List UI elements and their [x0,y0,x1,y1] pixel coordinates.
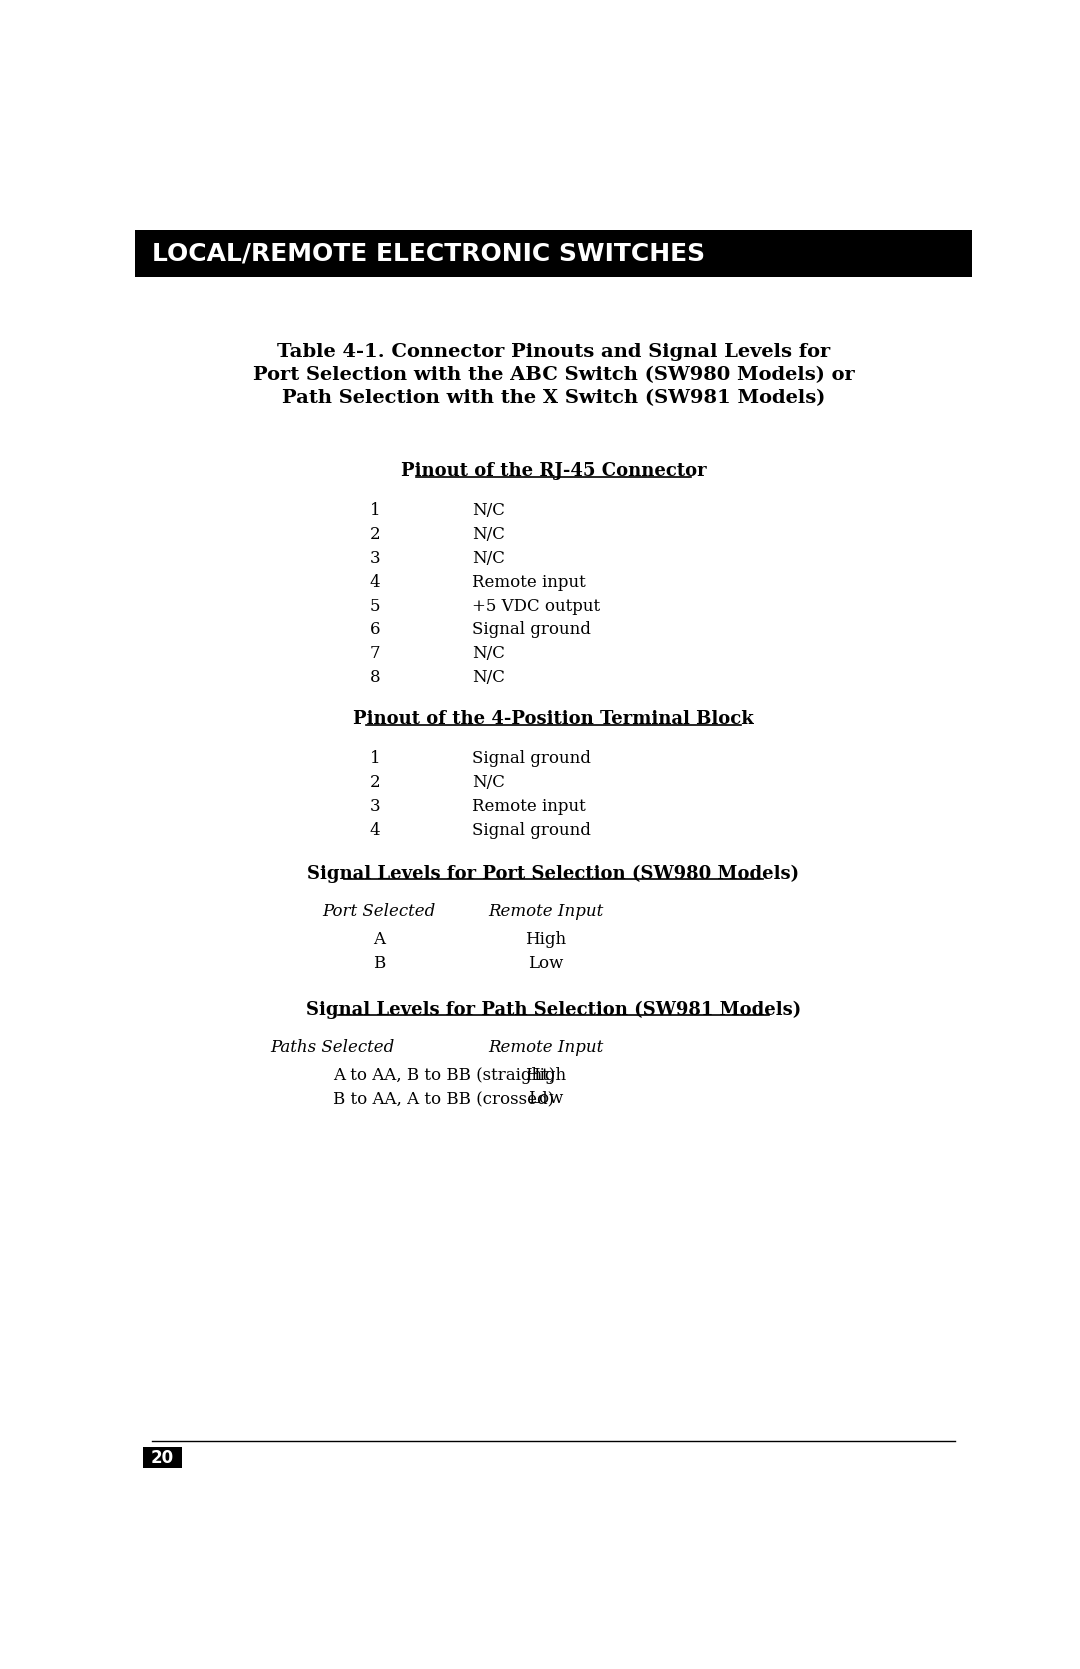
Text: 3: 3 [370,549,380,567]
Text: N/C: N/C [472,669,505,686]
Text: Remote Input: Remote Input [488,1038,604,1056]
Text: 8: 8 [370,669,380,686]
Text: N/C: N/C [472,646,505,663]
Text: 2: 2 [370,526,380,542]
Text: Signal ground: Signal ground [472,621,591,639]
Text: 1: 1 [370,749,380,768]
Text: Signal Levels for Path Selection (SW981 Models): Signal Levels for Path Selection (SW981 … [306,1000,801,1018]
Text: Signal ground: Signal ground [472,749,591,768]
Text: LOCAL/REMOTE ELECTRONIC SWITCHES: LOCAL/REMOTE ELECTRONIC SWITCHES [152,242,705,265]
Text: 2: 2 [370,774,380,791]
Text: 20: 20 [150,1449,174,1467]
Text: High: High [525,931,566,948]
Text: Signal ground: Signal ground [472,821,591,838]
Text: Path Selection with the X Switch (SW981 Models): Path Selection with the X Switch (SW981 … [282,389,825,407]
Text: Port Selection with the ABC Switch (SW980 Models) or: Port Selection with the ABC Switch (SW98… [253,366,854,384]
Text: Remote input: Remote input [472,574,585,591]
Text: N/C: N/C [472,502,505,519]
Text: +5 VDC output: +5 VDC output [472,598,600,614]
Text: 7: 7 [370,646,380,663]
Text: Port Selected: Port Selected [323,903,435,920]
Text: 5: 5 [370,598,380,614]
Text: Signal Levels for Port Selection (SW980 Models): Signal Levels for Port Selection (SW980 … [308,865,799,883]
Text: N/C: N/C [472,526,505,542]
Text: High: High [525,1066,566,1083]
Text: B to AA, A to BB (crossed): B to AA, A to BB (crossed) [333,1090,554,1108]
Text: N/C: N/C [472,774,505,791]
Text: 4: 4 [370,821,380,838]
FancyBboxPatch shape [143,1447,181,1469]
Text: A: A [373,931,386,948]
Text: Pinout of the RJ-45 Connector: Pinout of the RJ-45 Connector [401,462,706,481]
Text: Low: Low [528,955,564,971]
Text: Paths Selected: Paths Selected [270,1038,395,1056]
Text: A to AA, B to BB (straight): A to AA, B to BB (straight) [333,1066,555,1083]
Text: Remote input: Remote input [472,798,585,814]
Text: B: B [373,955,386,971]
Text: 4: 4 [370,574,380,591]
Text: 6: 6 [370,621,380,639]
Text: N/C: N/C [472,549,505,567]
Text: Table 4-1. Connector Pinouts and Signal Levels for: Table 4-1. Connector Pinouts and Signal … [276,342,831,361]
FancyBboxPatch shape [135,230,972,277]
Text: 1: 1 [370,502,380,519]
Text: Pinout of the 4-Position Terminal Block: Pinout of the 4-Position Terminal Block [353,709,754,728]
Text: Remote Input: Remote Input [488,903,604,920]
Text: Low: Low [528,1090,564,1108]
Text: 3: 3 [370,798,380,814]
